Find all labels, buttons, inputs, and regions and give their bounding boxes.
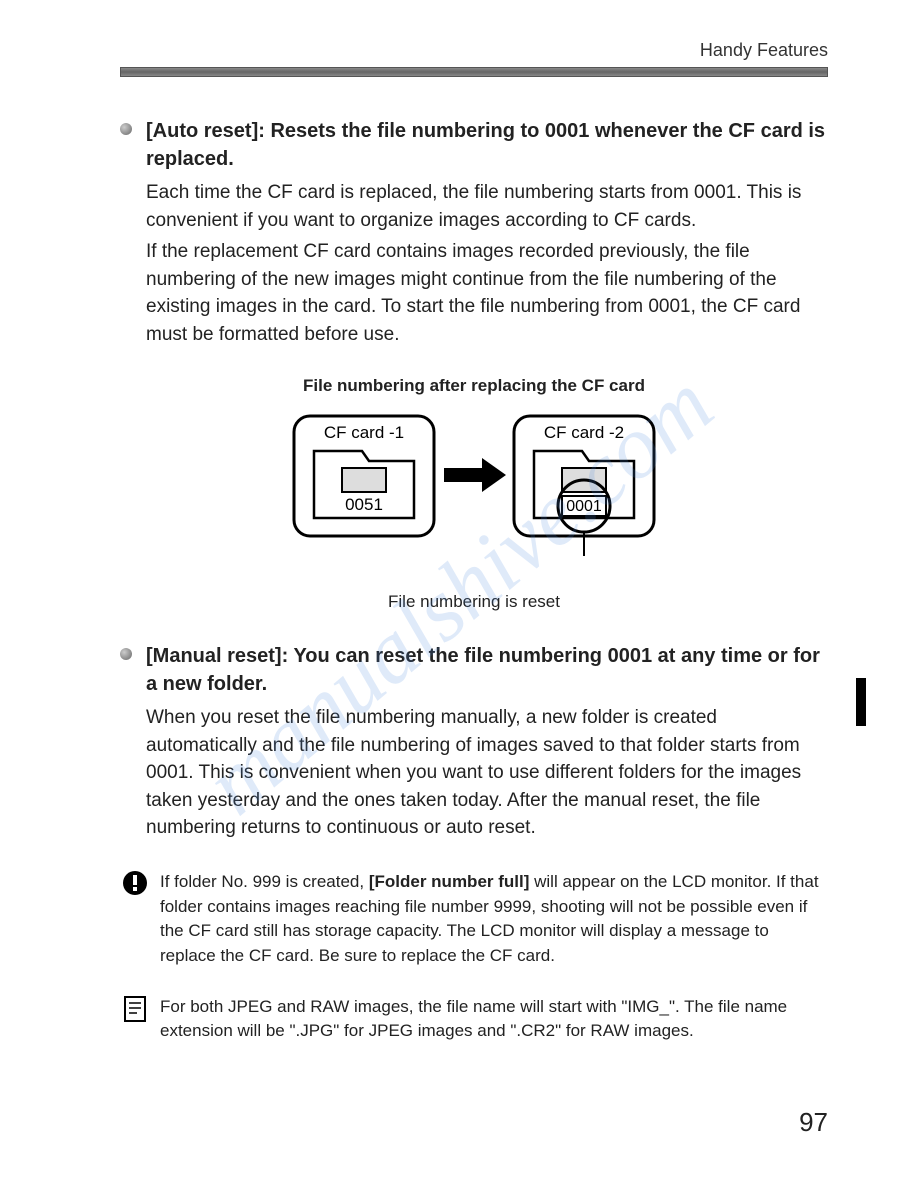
diagram-block: File numbering after replacing the CF ca… [120,376,828,612]
note1-bold: [Folder number full] [369,872,530,891]
diagram-svg: 0051 CF card -1 0001 CF card -2 [120,406,828,586]
diagram-caption: File numbering is reset [120,592,828,612]
note1-row: If folder No. 999 is created, [Folder nu… [120,870,828,969]
section1-heading-row: [Auto reset]: Resets the file numbering … [120,117,828,173]
card2-number: 0001 [566,498,602,515]
header-title: Handy Features [120,40,828,61]
info-icon [120,995,150,1023]
warning-icon [120,870,150,896]
section2-para1: When you reset the file numbering manual… [146,704,828,842]
note1-pre: If folder No. 999 is created, [160,872,369,891]
section2-heading-row: [Manual reset]: You can reset the file n… [120,642,828,698]
section1-para2: If the replacement CF card contains imag… [146,238,828,348]
section2-heading: [Manual reset]: You can reset the file n… [146,642,828,698]
page-number: 97 [799,1107,828,1138]
note2-text: For both JPEG and RAW images, the file n… [160,995,828,1044]
bullet-icon [120,123,132,135]
section1-para1: Each time the CF card is replaced, the f… [146,179,828,234]
card1-number: 0051 [345,495,383,514]
divider-bar [120,67,828,77]
note1-text: If folder No. 999 is created, [Folder nu… [160,870,828,969]
note2-row: For both JPEG and RAW images, the file n… [120,995,828,1044]
card1-label: CF card -1 [324,423,404,442]
bullet-icon [120,648,132,660]
diagram-title: File numbering after replacing the CF ca… [120,376,828,396]
tab-marker [856,678,866,726]
section1-heading: [Auto reset]: Resets the file numbering … [146,117,828,173]
card2-label: CF card -2 [544,423,624,442]
